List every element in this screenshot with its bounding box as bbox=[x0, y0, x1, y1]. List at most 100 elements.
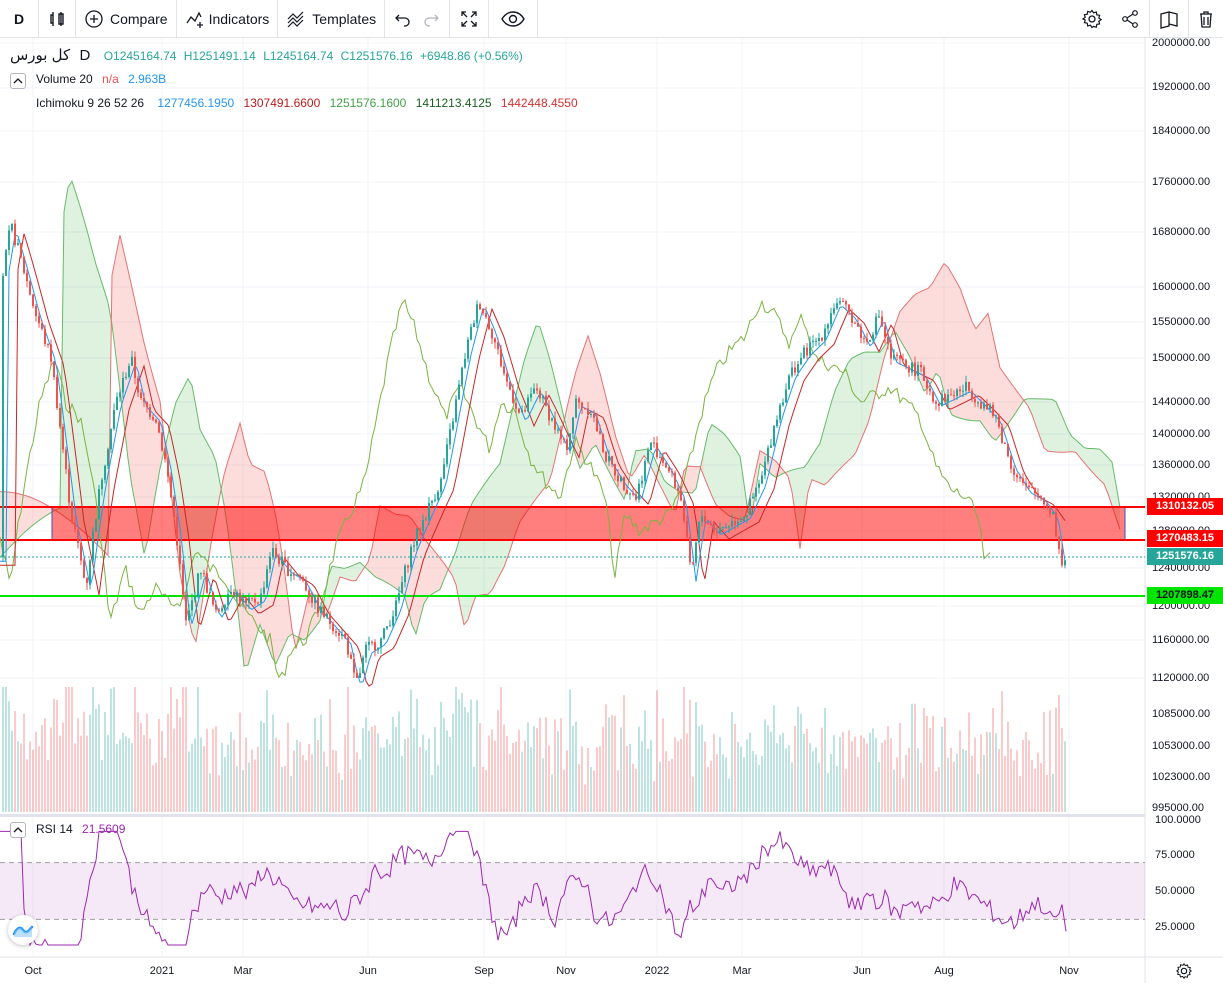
tradingview-logo[interactable] bbox=[8, 915, 38, 945]
resistance-zone-box bbox=[51, 506, 1126, 541]
compare-button[interactable]: Compare bbox=[76, 0, 176, 38]
share-button[interactable] bbox=[1111, 0, 1149, 38]
candle-body bbox=[458, 384, 460, 400]
undo-button[interactable] bbox=[389, 0, 417, 38]
volume-bar bbox=[512, 742, 514, 812]
cloud-segment bbox=[408, 515, 412, 626]
symbol-name[interactable]: کل بورس bbox=[10, 47, 71, 64]
cloud-segment bbox=[156, 387, 160, 491]
volume-bar bbox=[968, 712, 970, 812]
volume-bar bbox=[908, 747, 910, 812]
cloud-segment bbox=[712, 424, 716, 505]
cloud-segment bbox=[356, 562, 360, 581]
volume-bar bbox=[605, 704, 607, 812]
candle-body bbox=[995, 415, 997, 417]
delete-button[interactable] bbox=[1189, 0, 1223, 38]
share-icon bbox=[1122, 10, 1138, 28]
candle-body bbox=[785, 389, 787, 403]
candle-body bbox=[89, 560, 91, 584]
price-axis-label: 1400000.00 bbox=[1152, 428, 1211, 440]
cloud-segment bbox=[828, 400, 832, 482]
candle-body bbox=[134, 356, 136, 379]
bar-style-button[interactable] bbox=[39, 0, 75, 38]
volume-bar bbox=[905, 754, 907, 812]
volume-bar bbox=[374, 725, 376, 812]
templates-icon bbox=[287, 11, 304, 27]
cloud-segment bbox=[704, 432, 708, 487]
cloud-segment bbox=[940, 263, 944, 392]
candle-body bbox=[809, 342, 811, 356]
cloud-segment bbox=[1104, 453, 1108, 494]
candle-body bbox=[152, 416, 154, 420]
cloud-segment bbox=[1008, 378, 1012, 424]
collapse-rsi-legend-button[interactable] bbox=[10, 822, 26, 838]
candle-body bbox=[104, 465, 106, 480]
volume-bar bbox=[545, 717, 547, 812]
cloud-segment bbox=[1112, 462, 1116, 518]
volume-bar bbox=[506, 735, 508, 812]
cloud-segment bbox=[720, 430, 724, 512]
volume-bar bbox=[260, 720, 262, 812]
volume-bar bbox=[662, 718, 664, 812]
cloud-segment bbox=[1096, 448, 1100, 481]
volume-bar bbox=[863, 738, 865, 812]
candle-body bbox=[944, 393, 946, 402]
cloud-segment bbox=[412, 519, 416, 634]
snapshot-button[interactable] bbox=[1150, 0, 1188, 38]
rsi-axis-label: 50.0000 bbox=[1155, 885, 1195, 897]
redo-button[interactable] bbox=[417, 0, 445, 38]
volume-bar bbox=[35, 731, 37, 812]
time-axis-label: Mar bbox=[233, 965, 253, 977]
volume-bar bbox=[53, 698, 55, 812]
candle-body bbox=[683, 500, 685, 521]
rsi-label[interactable]: RSI 14 bbox=[36, 822, 73, 836]
volume-bar bbox=[341, 779, 343, 812]
settings-button[interactable] bbox=[1073, 0, 1111, 38]
candle-body bbox=[419, 528, 421, 532]
price-axis-label: 1120000.00 bbox=[1152, 672, 1210, 684]
volume-bar bbox=[899, 722, 901, 812]
volume-bar bbox=[65, 687, 67, 812]
candle-body bbox=[971, 390, 973, 400]
interval-button[interactable]: D bbox=[13, 10, 25, 27]
candle-body bbox=[131, 356, 133, 366]
fullscreen-button[interactable] bbox=[450, 0, 488, 38]
templates-button[interactable]: Templates bbox=[278, 0, 384, 38]
volume-bar bbox=[806, 729, 808, 812]
volume-bar bbox=[26, 759, 28, 812]
volume-bar bbox=[326, 766, 328, 812]
collapse-legend-button[interactable] bbox=[10, 73, 26, 89]
cloud-segment bbox=[880, 346, 884, 375]
cloud-segment bbox=[752, 468, 756, 515]
candle-body bbox=[38, 316, 40, 324]
candle-body bbox=[293, 574, 295, 576]
hide-drawings-button[interactable] bbox=[489, 0, 537, 38]
candle-body bbox=[728, 526, 730, 528]
ichimoku-label[interactable]: Ichimoku 9 26 52 26 bbox=[36, 96, 145, 110]
pane-separator[interactable] bbox=[0, 814, 1145, 817]
support-resistance-zones[interactable] bbox=[0, 506, 1145, 597]
candle-body bbox=[575, 398, 577, 418]
candle-body bbox=[500, 349, 502, 367]
volume-bar bbox=[878, 762, 880, 812]
cloud-segment bbox=[24, 495, 28, 533]
volume-bar bbox=[617, 770, 619, 812]
candle-body bbox=[1058, 536, 1060, 550]
chart-settings-button[interactable] bbox=[1175, 962, 1193, 980]
undo-icon bbox=[395, 14, 410, 27]
price-axis-label: 1240000.00 bbox=[1152, 562, 1211, 574]
cloud-segment bbox=[556, 384, 560, 456]
volume-bar bbox=[722, 754, 724, 812]
indicators-icon bbox=[186, 11, 203, 28]
indicators-button[interactable]: Indicators bbox=[177, 0, 278, 38]
cloud-segment bbox=[1004, 373, 1008, 430]
toolbar-divider bbox=[488, 0, 490, 38]
candle-body bbox=[956, 389, 958, 396]
cloud-segment bbox=[636, 450, 640, 470]
volume-bar bbox=[983, 754, 985, 812]
volume-label[interactable]: Volume 20 bbox=[36, 72, 93, 86]
candle-body bbox=[953, 395, 955, 397]
volume-bar bbox=[779, 735, 781, 812]
volume-bar bbox=[884, 739, 886, 812]
